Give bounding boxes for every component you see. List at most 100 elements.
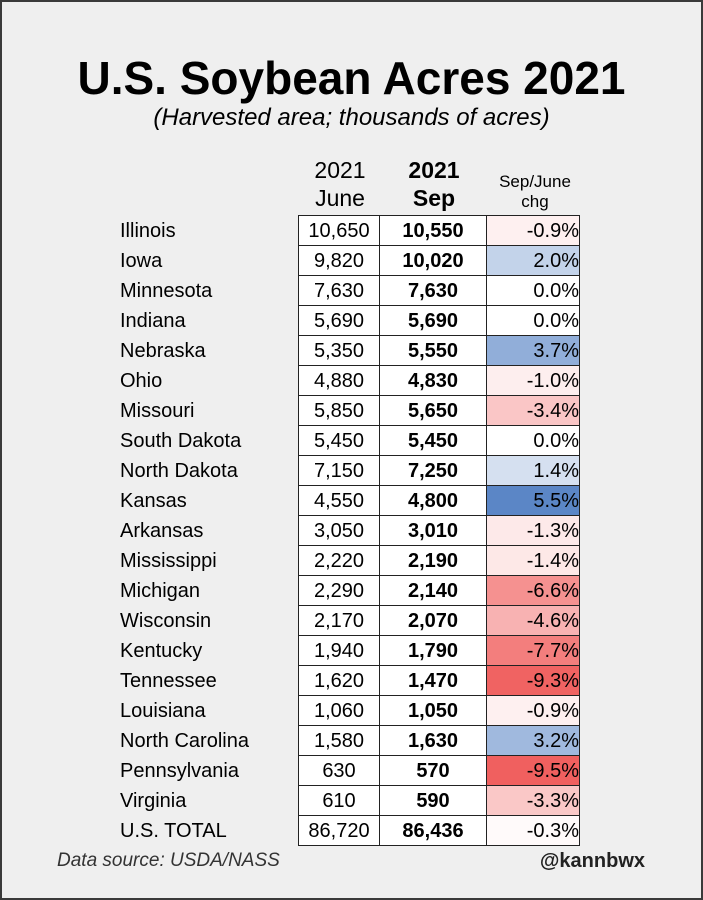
sep-acres: 1,050 [379, 695, 487, 726]
june-acres: 10,650 [298, 215, 380, 246]
change-percent: 1.4% [486, 455, 580, 486]
change-percent: 0.0% [486, 275, 580, 306]
sep-acres: 10,020 [379, 245, 487, 276]
change-percent: -9.5% [486, 755, 580, 786]
june-acres: 2,220 [298, 545, 380, 576]
june-acres: 5,450 [298, 425, 380, 456]
sep-acres: 2,070 [379, 605, 487, 636]
state-name: Minnesota [120, 279, 213, 302]
june-acres: 1,940 [298, 635, 380, 666]
data-source: Data source: USDA/NASS [57, 850, 280, 871]
change-percent: 0.0% [486, 305, 580, 336]
change-percent: -1.3% [486, 515, 580, 546]
state-name: North Carolina [120, 729, 249, 752]
table-row: Louisiana 1,060 1,050 -0.9% [120, 695, 580, 726]
state-name: Michigan [120, 579, 201, 602]
sep-acres: 1,790 [379, 635, 487, 666]
chart-title: U.S. Soybean Acres 2021 [77, 52, 626, 104]
state-name: Nebraska [120, 339, 206, 362]
state-name: Ohio [120, 369, 163, 392]
state-name: North Dakota [120, 459, 238, 482]
sep-acres: 590 [379, 785, 487, 816]
header-june-line2: June [315, 185, 365, 211]
sep-acres: 4,830 [379, 365, 487, 396]
state-name: Virginia [120, 789, 187, 812]
state-name: Arkansas [120, 519, 204, 542]
june-acres: 7,150 [298, 455, 380, 486]
header-june-line1: 2021 [314, 157, 366, 183]
june-acres: 5,690 [298, 305, 380, 336]
table-row: Arkansas 3,050 3,010 -1.3% [120, 515, 580, 546]
header-june: 2021 June [300, 156, 380, 212]
table-row: Tennessee 1,620 1,470 -9.3% [120, 665, 580, 696]
sep-acres: 5,650 [379, 395, 487, 426]
table-row: Iowa 9,820 10,020 2.0% [120, 245, 580, 276]
change-percent: 2.0% [486, 245, 580, 276]
table-row: Missouri 5,850 5,650 -3.4% [120, 395, 580, 426]
change-percent: -0.9% [486, 695, 580, 726]
sep-acres: 2,140 [379, 575, 487, 606]
state-name: Louisiana [120, 699, 206, 722]
state-name: Wisconsin [120, 609, 212, 632]
change-percent: -4.6% [486, 605, 580, 636]
change-percent: -1.4% [486, 545, 580, 576]
table-row: Michigan 2,290 2,140 -6.6% [120, 575, 580, 606]
sep-acres: 7,630 [379, 275, 487, 306]
acreage-table-body: Illinois 10,650 10,550 -0.9% Iowa 9,820 10,020… [120, 215, 580, 846]
table-row: Pennsylvania 630 570 -9.5% [120, 755, 580, 786]
table-row: Minnesota 7,630 7,630 0.0% [120, 275, 580, 306]
header-sep: 2021 Sep [381, 156, 487, 212]
change-percent: 3.2% [486, 725, 580, 756]
june-acres: 630 [298, 755, 380, 786]
header-change-line1: Sep/June [499, 172, 571, 191]
change-percent: -3.3% [486, 785, 580, 816]
june-acres: 7,630 [298, 275, 380, 306]
change-percent: -3.4% [486, 395, 580, 426]
state-name: Kansas [120, 489, 187, 512]
sep-acres: 86,436 [379, 815, 487, 846]
sep-acres: 1,470 [379, 665, 487, 696]
june-acres: 4,880 [298, 365, 380, 396]
june-acres: 86,720 [298, 815, 380, 846]
table-row: Indiana 5,690 5,690 0.0% [120, 305, 580, 336]
table-row: North Carolina 1,580 1,630 3.2% [120, 725, 580, 756]
state-name: Indiana [120, 309, 186, 332]
june-acres: 5,350 [298, 335, 380, 366]
author-handle: @kannbwx [539, 850, 645, 872]
state-name: Tennessee [120, 669, 217, 692]
sep-acres: 4,800 [379, 485, 487, 516]
state-name: Pennsylvania [120, 759, 239, 782]
change-percent: 3.7% [486, 335, 580, 366]
sep-acres: 1,630 [379, 725, 487, 756]
table-row: Kentucky 1,940 1,790 -7.7% [120, 635, 580, 666]
state-name: U.S. TOTAL [120, 819, 227, 842]
change-percent: 0.0% [486, 425, 580, 456]
table-row: Wisconsin 2,170 2,070 -4.6% [120, 605, 580, 636]
june-acres: 1,580 [298, 725, 380, 756]
change-percent: -0.3% [486, 815, 580, 846]
change-percent: 5.5% [486, 485, 580, 516]
june-acres: 4,550 [298, 485, 380, 516]
table-row: Ohio 4,880 4,830 -1.0% [120, 365, 580, 396]
sep-acres: 3,010 [379, 515, 487, 546]
table-row: U.S. TOTAL 86,720 86,436 -0.3% [120, 815, 580, 846]
header-change: Sep/June chg [488, 172, 582, 212]
change-percent: -9.3% [486, 665, 580, 696]
sep-acres: 10,550 [379, 215, 487, 246]
table-row: North Dakota 7,150 7,250 1.4% [120, 455, 580, 486]
sep-acres: 5,690 [379, 305, 487, 336]
table-row: Virginia 610 590 -3.3% [120, 785, 580, 816]
june-acres: 2,170 [298, 605, 380, 636]
table-row: Mississippi 2,220 2,190 -1.4% [120, 545, 580, 576]
state-name: South Dakota [120, 429, 242, 452]
change-percent: -0.9% [486, 215, 580, 246]
sep-acres: 7,250 [379, 455, 487, 486]
table-row: Nebraska 5,350 5,550 3.7% [120, 335, 580, 366]
chart-subtitle: (Harvested area; thousands of acres) [153, 104, 550, 131]
header-sep-line1: 2021 [408, 157, 460, 183]
june-acres: 1,620 [298, 665, 380, 696]
state-name: Illinois [120, 219, 176, 242]
june-acres: 3,050 [298, 515, 380, 546]
june-acres: 5,850 [298, 395, 380, 426]
state-name: Mississippi [120, 549, 217, 572]
